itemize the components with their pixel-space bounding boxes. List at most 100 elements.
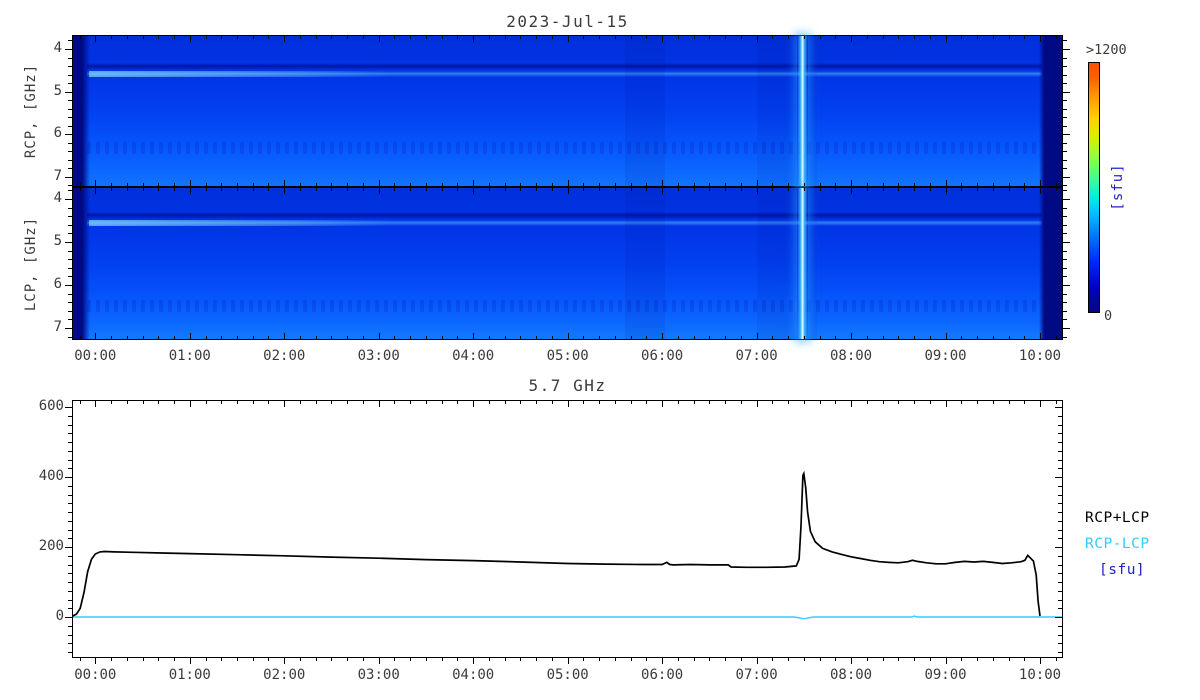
- axis-tick-label: 07:00: [735, 667, 778, 683]
- tick-mark: [551, 401, 553, 404]
- tick-mark: [394, 336, 396, 339]
- tick-mark: [709, 183, 711, 186]
- tick-mark: [725, 183, 727, 186]
- tick-mark: [1063, 83, 1067, 85]
- lcp-dark-notch-band: [87, 212, 1042, 219]
- tick-mark: [68, 485, 72, 487]
- colorbar-unit-label: [sfu]: [1110, 163, 1126, 211]
- tick-mark: [1063, 267, 1067, 269]
- axis-tick-label: 7: [53, 319, 62, 335]
- tick-mark: [1008, 188, 1010, 191]
- tick-mark: [819, 36, 821, 39]
- axis-tick-label: 09:00: [924, 348, 967, 364]
- tick-mark: [662, 658, 664, 664]
- tick-mark: [851, 188, 853, 194]
- tick-mark: [803, 401, 805, 404]
- tick-mark: [961, 188, 963, 191]
- tick-mark: [68, 643, 72, 645]
- axis-tick-label: 07:00: [735, 348, 778, 364]
- tick-mark: [268, 188, 270, 191]
- tick-mark: [914, 36, 916, 39]
- tick-mark: [851, 36, 853, 42]
- tick-mark: [945, 658, 947, 664]
- tick-mark: [425, 401, 427, 404]
- tick-mark: [68, 207, 72, 209]
- tick-mark: [1063, 285, 1070, 286]
- tick-mark: [866, 336, 868, 339]
- tick-mark: [126, 188, 128, 191]
- tick-mark: [583, 188, 585, 191]
- tick-mark: [599, 336, 601, 339]
- date-title: 2023-Jul-15: [506, 12, 629, 31]
- tick-mark: [961, 336, 963, 339]
- tick-mark: [1058, 590, 1062, 592]
- tick-mark: [410, 336, 412, 339]
- tick-mark: [331, 188, 333, 191]
- tick-mark: [79, 36, 81, 39]
- tick-mark: [740, 36, 742, 39]
- tick-mark: [68, 233, 72, 235]
- tick-mark: [1055, 477, 1062, 478]
- tick-mark: [1063, 57, 1067, 59]
- tick-mark: [158, 401, 160, 404]
- tick-mark: [1058, 599, 1062, 601]
- tick-mark: [410, 401, 412, 404]
- tick-mark: [725, 36, 727, 39]
- tick-mark: [347, 188, 349, 191]
- tick-mark: [65, 285, 72, 286]
- tick-mark: [992, 658, 994, 661]
- tick-mark: [362, 401, 364, 404]
- tick-mark: [111, 36, 113, 39]
- tick-mark: [174, 336, 176, 339]
- tick-mark: [961, 183, 963, 186]
- tick-mark: [68, 125, 72, 127]
- tick-mark: [898, 188, 900, 191]
- tick-mark: [95, 333, 97, 339]
- tick-mark: [394, 658, 396, 661]
- tick-mark: [677, 336, 679, 339]
- tick-mark: [583, 183, 585, 186]
- tick-mark: [65, 328, 72, 329]
- tick-mark: [1040, 188, 1041, 194]
- axis-tick-label: 5: [53, 233, 62, 249]
- tick-mark: [1058, 442, 1062, 443]
- colorbar-min-label: 0: [1104, 308, 1113, 324]
- tick-mark: [111, 183, 113, 186]
- tick-mark: [174, 658, 176, 661]
- rcp-faint-column-2: [757, 36, 817, 186]
- tick-mark: [1055, 401, 1057, 404]
- tick-mark: [189, 36, 191, 42]
- tick-mark: [488, 336, 490, 339]
- tick-mark: [851, 658, 853, 664]
- tick-mark: [1063, 142, 1067, 144]
- tick-mark: [1040, 333, 1041, 339]
- tick-mark: [126, 401, 128, 404]
- tick-mark: [551, 183, 553, 186]
- tick-mark: [174, 36, 176, 39]
- tick-mark: [68, 433, 72, 435]
- tick-mark: [1024, 401, 1026, 404]
- tick-mark: [709, 658, 711, 661]
- tick-mark: [473, 36, 475, 42]
- tick-mark: [756, 36, 758, 42]
- tick-mark: [756, 401, 758, 407]
- tick-mark: [583, 401, 585, 404]
- tick-mark: [882, 658, 884, 661]
- tick-mark: [1063, 276, 1067, 278]
- tick-mark: [1063, 108, 1067, 110]
- axis-tick-label: 7: [53, 167, 62, 184]
- colorbar-gradient: [1088, 62, 1100, 313]
- tick-mark: [772, 658, 774, 661]
- tick-mark: [788, 36, 790, 39]
- tick-mark: [1063, 216, 1067, 218]
- tick-mark: [65, 477, 72, 478]
- tick-mark: [1058, 503, 1062, 505]
- tick-mark: [111, 188, 113, 191]
- tick-mark: [79, 183, 81, 186]
- tick-mark: [929, 183, 931, 186]
- axis-tick-label: 05:00: [546, 348, 589, 364]
- tick-mark: [961, 401, 963, 404]
- tick-mark: [158, 183, 160, 186]
- tick-mark: [662, 333, 664, 339]
- tick-mark: [1063, 224, 1067, 226]
